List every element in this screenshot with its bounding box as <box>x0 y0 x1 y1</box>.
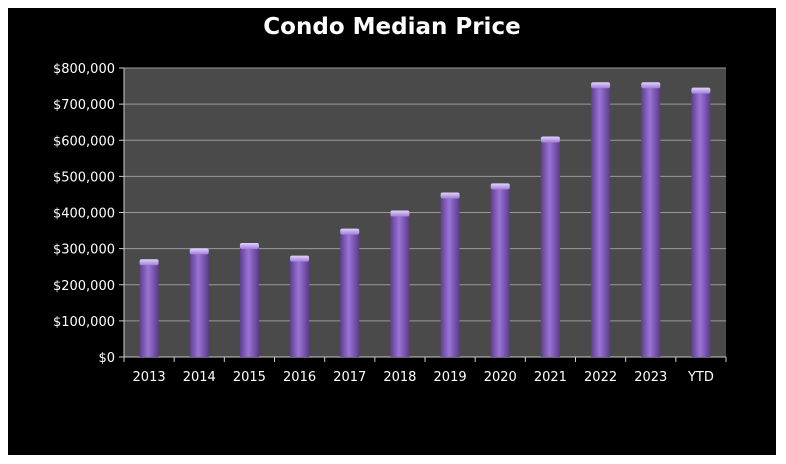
bar-cap-2023 <box>641 82 661 89</box>
bar-cap-2022 <box>591 82 611 89</box>
x-tick-label: YTD <box>687 370 714 385</box>
bar-2016 <box>290 257 310 357</box>
y-tick-label: $600,000 <box>53 134 115 149</box>
chart-frame: Condo Median Price $0 $100,000 $200,000 $30… <box>8 8 776 455</box>
bar-cap-2020 <box>490 183 510 190</box>
bar-chart: $0 $100,000 $200,000 $300,000 $400,000 $500,0… <box>53 62 727 385</box>
bar-2015 <box>239 245 259 357</box>
x-tick-label: 2020 <box>484 370 517 385</box>
bar-cap-2019 <box>440 192 460 199</box>
bar-2014 <box>189 250 209 357</box>
bar-2017 <box>340 230 360 357</box>
x-tick-label: 2018 <box>383 370 416 385</box>
x-tick-label: 2023 <box>634 370 667 385</box>
bar-cap-YTD <box>691 87 711 94</box>
bar-2018 <box>390 212 410 357</box>
y-tick-label: $200,000 <box>53 279 115 294</box>
x-tick-label: 2016 <box>283 370 316 385</box>
bar-cap-2021 <box>540 136 560 143</box>
x-tick-label: 2019 <box>434 370 467 385</box>
y-tick-label: $100,000 <box>53 315 115 330</box>
x-tick-label: 2013 <box>133 370 166 385</box>
x-tick-label: 2021 <box>534 370 567 385</box>
bar-2022 <box>591 84 611 357</box>
bar-2023 <box>641 84 661 357</box>
bar-cap-2014 <box>189 248 209 255</box>
bar-cap-2018 <box>390 210 410 217</box>
bar-cap-2016 <box>290 255 310 262</box>
x-tick-label: 2015 <box>233 370 266 385</box>
x-tick-label: 2014 <box>183 370 216 385</box>
x-tick-label: 2022 <box>584 370 617 385</box>
bar-cap-2013 <box>139 259 159 266</box>
y-tick-label: $500,000 <box>53 170 115 185</box>
x-tick-label: 2017 <box>333 370 366 385</box>
bar-cap-2017 <box>340 228 360 235</box>
y-tick-label: $800,000 <box>53 62 115 77</box>
y-tick-label: $700,000 <box>53 98 115 113</box>
chart-title: Condo Median Price <box>263 14 521 40</box>
bar-YTD <box>691 89 711 358</box>
bar-2019 <box>440 194 460 357</box>
y-tick-label: $400,000 <box>53 207 115 222</box>
bar-2020 <box>490 185 510 357</box>
bar-cap-2015 <box>239 243 259 250</box>
bar-2013 <box>139 261 159 357</box>
y-tick-label: $300,000 <box>53 243 115 258</box>
bar-2021 <box>540 138 560 357</box>
y-tick-label: $0 <box>98 351 115 366</box>
